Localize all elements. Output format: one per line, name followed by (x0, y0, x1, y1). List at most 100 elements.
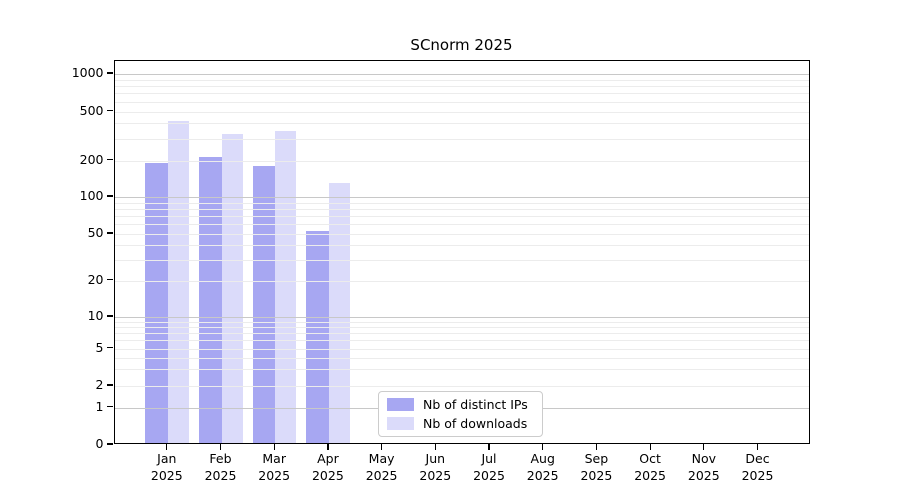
x-tick-mark (488, 444, 490, 450)
bar-nb-of-downloads (275, 130, 297, 443)
x-tick-mark (756, 444, 759, 450)
x-tick-label-month: Feb (209, 451, 232, 466)
x-tick-label-month: Oct (639, 451, 661, 466)
gridline-minor (114, 101, 809, 103)
gridline-minor (114, 386, 809, 387)
gridline-major (114, 74, 809, 75)
gridline-minor (114, 123, 809, 125)
x-tick-label: Mar 2025 (246, 450, 302, 484)
x-tick-mark (595, 444, 598, 450)
x-tick-label-year: 2025 (204, 468, 237, 483)
x-tick-label: Apr 2025 (300, 450, 356, 484)
y-tick-mark (106, 406, 113, 408)
x-tick-label-month: Apr (317, 451, 339, 466)
x-tick-mark (434, 444, 436, 450)
gridline-minor (114, 259, 809, 261)
x-tick-mark (166, 444, 168, 450)
x-tick-label-month: Jan (157, 451, 177, 466)
x-tick-label-year: 2025 (150, 468, 183, 483)
x-tick-label-year: 2025 (365, 468, 398, 483)
x-tick-label: Jan 2025 (139, 450, 195, 484)
x-tick-label-month: Jul (481, 451, 497, 466)
x-tick-label-month: Aug (530, 451, 555, 466)
x-tick-label: Oct 2025 (622, 450, 678, 484)
gridline-major (114, 317, 809, 318)
bar-nb-of-distinct-ips (306, 230, 329, 443)
x-tick-mark (381, 444, 383, 450)
x-tick-label: Aug 2025 (515, 450, 571, 484)
gridline-minor (114, 369, 809, 371)
x-tick-mark (649, 444, 651, 450)
gridline-minor (114, 280, 809, 282)
y-tick-mark (106, 278, 113, 281)
y-tick-mark (106, 232, 113, 234)
legend-label: Nb of distinct IPs (423, 397, 528, 413)
bar-nb-of-distinct-ips (252, 166, 276, 443)
legend-label: Nb of downloads (423, 415, 528, 431)
x-tick-label-year: 2025 (741, 468, 774, 483)
x-tick-label: May 2025 (354, 450, 410, 484)
y-tick-label: 50 (87, 225, 104, 240)
gridline-minor (114, 86, 809, 88)
x-tick-mark (219, 444, 222, 450)
y-tick-label: 10 (87, 308, 104, 323)
x-tick-label-month: Nov (691, 451, 716, 466)
gridline-minor (114, 245, 809, 247)
gridline-minor (114, 224, 809, 226)
legend-swatch-icon (387, 398, 414, 412)
x-tick-label-year: 2025 (311, 468, 344, 483)
y-tick-label: 2 (95, 377, 104, 392)
gridline-minor (114, 111, 809, 113)
bar-nb-of-distinct-ips (199, 156, 222, 443)
y-tick-mark (106, 315, 113, 317)
x-tick-label-month: Dec (745, 451, 770, 466)
gridline-minor (114, 321, 809, 323)
x-tick-label: Jul 2025 (461, 450, 517, 484)
y-tick-label: 5 (95, 339, 104, 355)
plot-inner (114, 61, 809, 443)
y-tick-label: 20 (87, 271, 104, 287)
x-tick-label-month: Sep (584, 451, 609, 466)
gridline-minor (114, 79, 809, 81)
gridline-minor (114, 327, 809, 329)
x-tick-label: Nov 2025 (676, 450, 732, 484)
y-tick-mark (106, 195, 113, 197)
x-tick-label-year: 2025 (687, 468, 720, 483)
x-tick-label-year: 2025 (258, 468, 291, 483)
y-tick-label: 1 (95, 398, 104, 414)
gridline-minor (114, 138, 809, 140)
gridline-minor (114, 202, 809, 204)
y-tick-mark (106, 158, 113, 161)
y-tick-label: 0 (95, 436, 104, 451)
x-tick-mark (542, 444, 544, 450)
y-tick-label: 100 (79, 188, 104, 203)
y-tick-label: 200 (79, 151, 104, 167)
x-tick-label: Jun 2025 (407, 450, 463, 484)
gridline-major (114, 197, 809, 198)
plot-area (113, 60, 810, 444)
gridline-minor (114, 234, 809, 235)
x-tick-mark (273, 444, 275, 450)
x-tick-label-year: 2025 (526, 468, 559, 483)
gridline-minor (114, 160, 809, 162)
x-tick-mark (703, 444, 705, 450)
x-tick-label-month: Jun (425, 451, 446, 466)
gridline-minor (114, 333, 809, 335)
y-tick-label: 500 (79, 102, 104, 118)
bar-nb-of-downloads (167, 120, 189, 443)
y-tick-mark (106, 72, 113, 74)
legend: Nb of distinct IPs Nb of downloads (378, 391, 543, 437)
x-tick-label: Feb 2025 (193, 450, 249, 484)
legend-swatch-icon (387, 416, 414, 430)
chart-title: SCnorm 2025 (410, 36, 513, 54)
y-tick-mark (106, 443, 113, 445)
y-tick-mark (106, 346, 113, 349)
bar-nb-of-distinct-ips (145, 163, 168, 443)
x-tick-label: Dec 2025 (730, 450, 786, 484)
y-tick-mark (106, 109, 113, 112)
x-tick-label-year: 2025 (634, 468, 666, 483)
x-tick-label-month: Mar (262, 451, 286, 466)
legend-item: Nb of downloads (387, 416, 534, 431)
x-tick-label-month: May (368, 451, 395, 466)
